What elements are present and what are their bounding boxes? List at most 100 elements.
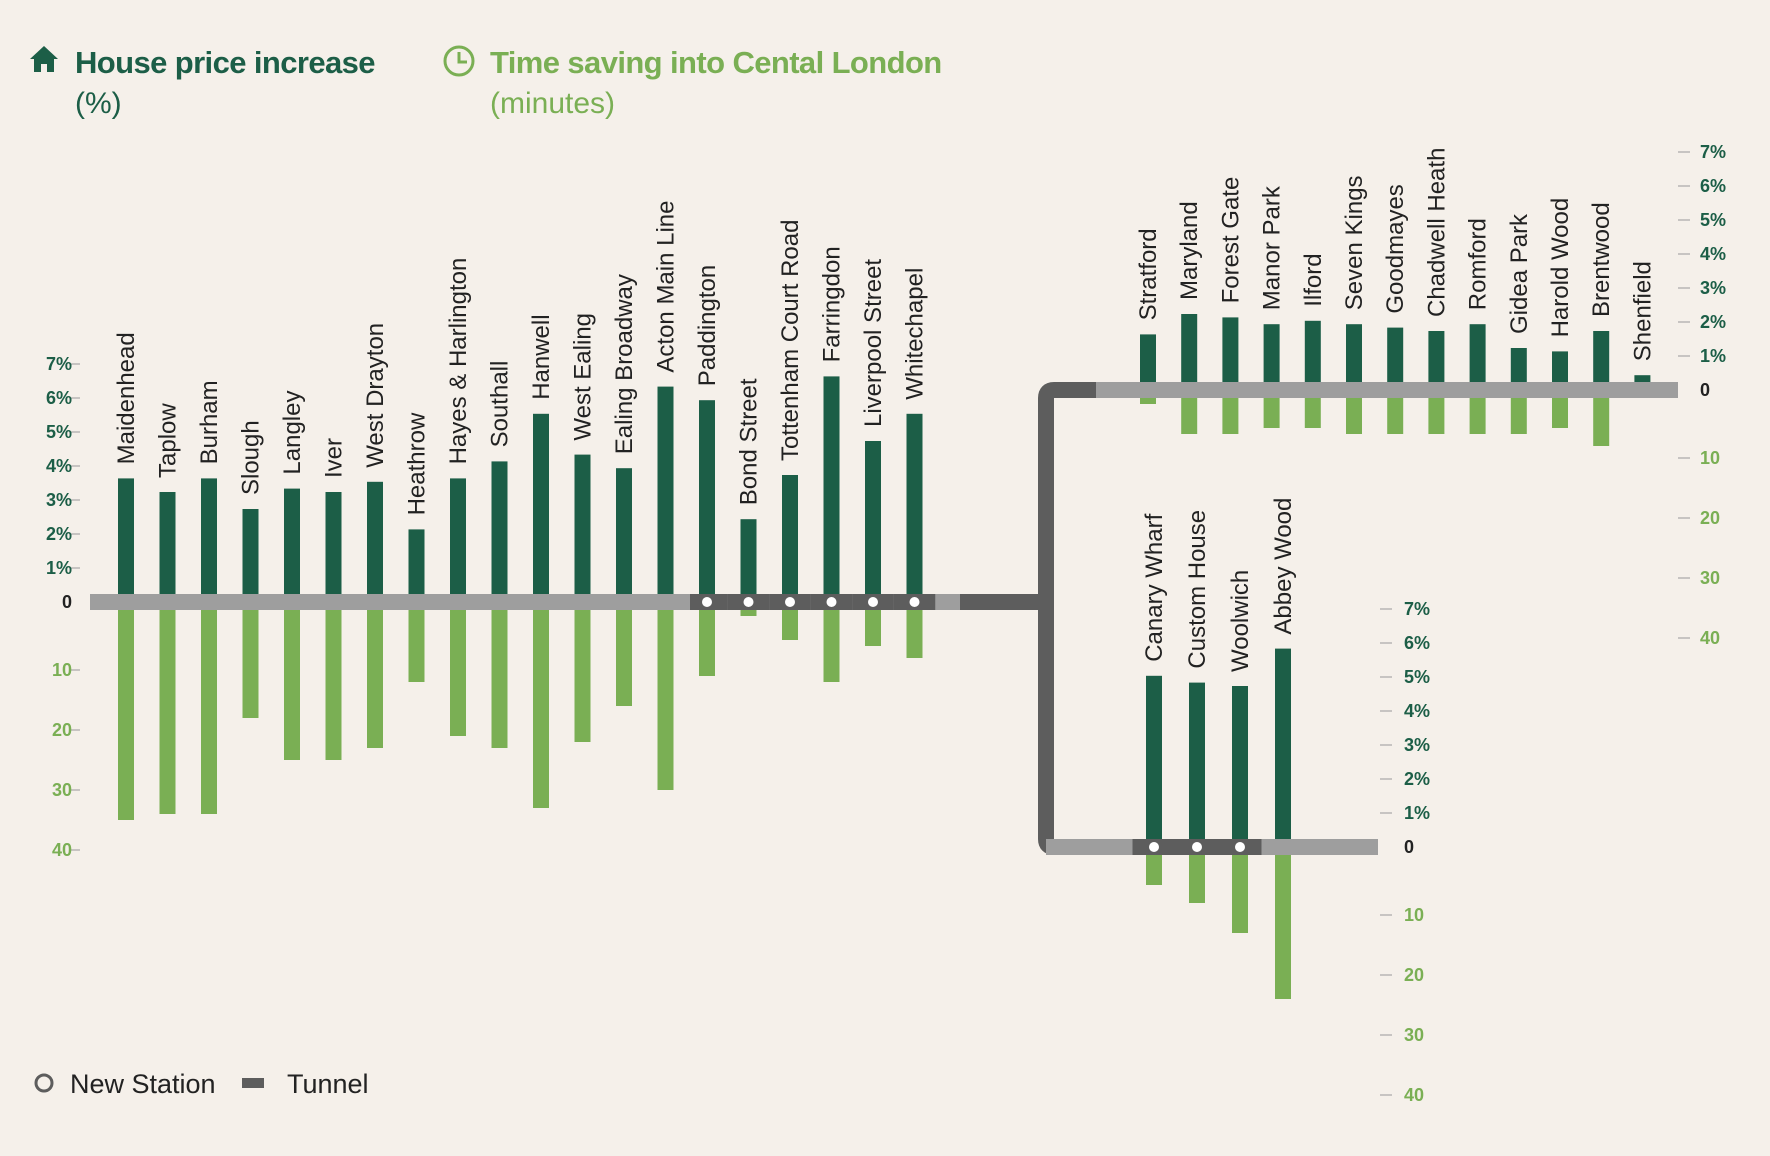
time-bar — [1510, 398, 1527, 434]
station-label: Tottenham Court Road — [777, 220, 804, 461]
price-bar — [1469, 324, 1486, 382]
price-bar — [1232, 686, 1248, 839]
price-bar — [242, 509, 259, 594]
time-bar — [325, 610, 342, 760]
price-bar — [159, 492, 176, 594]
price-tick-label: 4% — [1700, 244, 1726, 264]
time-bar — [1263, 398, 1280, 428]
price-tick-label: 2% — [1700, 312, 1726, 332]
new-station-dot — [826, 597, 837, 607]
axes: 7% 6% 5% 4% 3% 2% 1% 0 10 20 30 40 7% 6% 5% 4% 3% 2% 1% 0 10… — [46, 142, 1726, 1105]
tunnel-key-icon — [242, 1078, 264, 1088]
station-label: Shenfield — [1629, 261, 1656, 361]
price-bar — [740, 519, 757, 594]
time-bar — [284, 610, 300, 760]
station-label: Whitechapel — [902, 268, 929, 400]
legend-price: House price increase (%) — [30, 45, 376, 120]
house-icon — [30, 46, 58, 72]
price-tick-label: 3% — [1404, 735, 1430, 755]
station-label: West Drayton — [362, 323, 389, 468]
time-tick-label: 40 — [52, 840, 72, 860]
time-tick-label: 30 — [52, 780, 72, 800]
new-station-dot — [785, 597, 795, 607]
station-label: Maidenhead — [113, 332, 140, 464]
bars — [118, 314, 1651, 999]
price-bar — [1181, 314, 1198, 382]
time-tick-label: 20 — [1404, 965, 1424, 985]
time-tick-label: 10 — [1404, 905, 1424, 925]
price-tick-label: 6% — [1700, 176, 1726, 196]
price-bar — [1222, 317, 1239, 382]
price-bar — [1593, 331, 1610, 382]
price-bar — [1428, 331, 1445, 382]
rail-lines — [90, 382, 1678, 855]
station-label: Hanwell — [528, 314, 555, 399]
station-label: Goodmayes — [1382, 184, 1409, 313]
time-tick-label: 20 — [52, 720, 72, 740]
legend-price-unit: (%) — [75, 87, 122, 120]
price-bar — [1510, 348, 1527, 382]
station-label: Ilford — [1300, 253, 1327, 306]
tunnel-branch-north — [1038, 382, 1096, 610]
price-bar — [1634, 375, 1651, 382]
price-tick-label: 6% — [46, 388, 72, 408]
price-tick-label: 7% — [1404, 599, 1430, 619]
price-bar — [118, 478, 134, 594]
time-bar — [699, 610, 715, 676]
rail-line-north-east — [1096, 382, 1678, 398]
price-tick-label: 1% — [46, 558, 72, 578]
station-label: Paddington — [694, 265, 721, 386]
station-label: Burham — [196, 380, 223, 464]
price-bar — [1263, 324, 1280, 382]
time-bar — [740, 610, 757, 616]
station-label: Iver — [321, 438, 348, 478]
time-bar — [1222, 398, 1239, 434]
time-bar — [782, 610, 798, 640]
price-bar — [491, 461, 508, 594]
time-bar — [242, 610, 259, 718]
price-tick-label: 0 — [1404, 837, 1414, 857]
time-bar — [408, 610, 425, 682]
time-bar — [491, 610, 508, 748]
legend-price-title: House price increase — [75, 45, 375, 80]
new-station-dot — [1235, 842, 1245, 852]
time-tick-label: 40 — [1700, 628, 1720, 648]
time-bar — [906, 610, 923, 658]
time-bar — [1304, 398, 1321, 428]
price-bar — [865, 441, 881, 594]
station-label: Gidea Park — [1506, 213, 1533, 334]
price-bar — [1346, 324, 1362, 382]
time-bar — [1428, 398, 1445, 434]
time-bar — [865, 610, 881, 646]
time-bar — [450, 610, 466, 736]
price-bar — [782, 475, 798, 594]
legend-time-unit: (minutes) — [490, 87, 615, 120]
station-label: Maryland — [1176, 201, 1203, 300]
time-bar — [574, 610, 591, 742]
station-label: Manor Park — [1259, 185, 1286, 310]
price-bar — [574, 454, 591, 594]
station-label: Bond Street — [736, 378, 763, 505]
time-bar — [367, 610, 383, 748]
station-label: Canary Wharf — [1141, 513, 1168, 661]
station-label: Heathrow — [404, 412, 431, 515]
station-label: Woolwich — [1227, 570, 1254, 672]
price-bar — [1189, 682, 1205, 839]
price-bar — [1552, 351, 1568, 382]
time-bar — [201, 610, 217, 814]
time-bar — [1387, 398, 1404, 434]
time-bar — [1140, 398, 1156, 404]
price-bar — [906, 413, 923, 594]
station-label: Ealing Broadway — [611, 274, 638, 454]
time-tick-label: 10 — [1700, 448, 1720, 468]
station-label: Harold Wood — [1547, 198, 1574, 338]
time-bar — [1346, 398, 1362, 434]
price-tick-label: 5% — [46, 422, 72, 442]
price-tick-label: 5% — [1700, 210, 1726, 230]
time-tick-label: 10 — [52, 660, 72, 680]
price-tick-label: 4% — [46, 456, 72, 476]
time-bar — [616, 610, 632, 706]
price-tick-label: 3% — [46, 490, 72, 510]
station-label: Hayes & Harlington — [445, 258, 472, 465]
